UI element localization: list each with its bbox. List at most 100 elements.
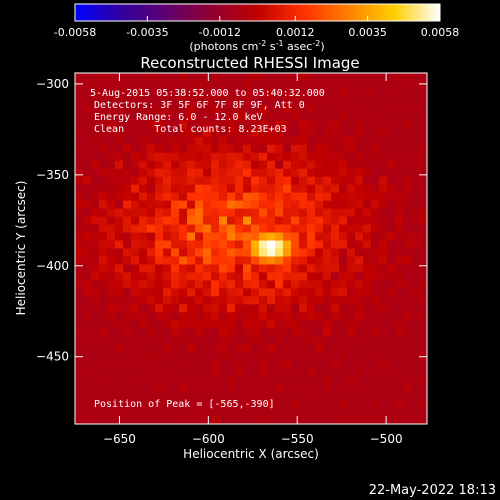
heatmap-cell — [91, 216, 100, 226]
heatmap-cell — [115, 192, 124, 202]
heatmap-cell — [203, 120, 212, 130]
heatmap-cell — [115, 144, 124, 154]
heatmap-cell — [283, 136, 292, 146]
heatmap-cell — [83, 144, 92, 154]
x-tick-label: −500 — [370, 432, 403, 446]
heatmap-cell — [219, 128, 228, 138]
heatmap-cell — [203, 80, 212, 90]
heatmap-cell — [75, 264, 84, 274]
heatmap-cell — [147, 88, 156, 98]
heatmap-cell — [395, 120, 404, 130]
heatmap-cell — [107, 216, 116, 226]
heatmap-cell — [131, 416, 140, 424]
heatmap-cell — [171, 328, 180, 337]
heatmap-cell — [299, 160, 308, 170]
heatmap-cell — [307, 120, 316, 130]
heatmap-cell — [339, 248, 348, 258]
heatmap-cell — [155, 144, 164, 154]
heatmap-cell — [139, 192, 148, 202]
heatmap-cell — [283, 208, 292, 218]
heatmap-cell — [139, 264, 148, 274]
heatmap-cell — [299, 368, 308, 377]
heatmap-cell — [371, 376, 380, 385]
heatmap-cell — [91, 192, 100, 202]
heatmap-cell — [99, 144, 108, 154]
heatmap-cell — [419, 120, 427, 130]
annotation-peak-position: Position of Peak = [-565,-390] — [94, 399, 275, 410]
heatmap-cell — [91, 384, 100, 393]
heatmap-cell — [171, 376, 180, 385]
heatmap-cell — [99, 120, 108, 130]
heatmap-cell — [251, 184, 260, 194]
heatmap-cell — [203, 384, 212, 393]
heatmap-cell — [155, 368, 164, 377]
heatmap-cell — [107, 104, 116, 114]
heatmap-cell — [347, 184, 356, 194]
heatmap-cell — [147, 200, 156, 210]
heatmap-cell — [355, 176, 364, 186]
heatmap-cell — [155, 360, 164, 369]
heatmap-cell — [107, 280, 116, 289]
heatmap-cell — [331, 73, 340, 82]
heatmap-cell — [179, 384, 188, 393]
heatmap-cell — [187, 368, 196, 377]
heatmap-cell — [395, 88, 404, 98]
heatmap-cell — [275, 144, 284, 154]
heatmap-cell — [195, 96, 204, 106]
heatmap-cell — [291, 152, 300, 162]
heatmap-cell — [83, 240, 92, 250]
heatmap-cell — [83, 288, 92, 297]
heatmap-cell — [75, 128, 84, 138]
heatmap-cell — [403, 192, 412, 202]
heatmap-cell — [243, 176, 252, 186]
heatmap-cell — [235, 280, 244, 289]
heatmap-cell — [307, 368, 316, 377]
heatmap-cell — [83, 224, 92, 234]
heatmap-cell — [291, 216, 300, 226]
heatmap-cell — [283, 368, 292, 377]
heatmap-cell — [155, 320, 164, 329]
heatmap-cell — [283, 73, 292, 82]
heatmap-cell — [323, 216, 332, 226]
heatmap-cell — [291, 176, 300, 186]
heatmap-cell — [91, 360, 100, 369]
heatmap-cell — [259, 392, 268, 401]
heatmap-cell — [363, 96, 372, 106]
heatmap-cell — [203, 400, 212, 409]
heatmap-cell — [291, 240, 300, 250]
heatmap-cell — [411, 304, 420, 313]
heatmap-cell — [419, 264, 427, 274]
heatmap-cell — [227, 184, 236, 194]
heatmap-cell — [235, 73, 244, 82]
heatmap-cell — [339, 152, 348, 162]
heatmap-cell — [171, 104, 180, 114]
heatmap-cell — [299, 73, 308, 82]
heatmap-cell — [299, 392, 308, 401]
heatmap-cell — [387, 216, 396, 226]
heatmap-cell — [91, 224, 100, 234]
heatmap-cell — [171, 88, 180, 98]
heatmap-cell — [283, 112, 292, 122]
heatmap-cell — [211, 136, 220, 146]
heatmap-cell — [75, 96, 84, 106]
heatmap-cell — [403, 176, 412, 186]
heatmap-cell — [371, 184, 380, 194]
heatmap-cell — [411, 208, 420, 218]
heatmap-cell — [315, 328, 324, 337]
heatmap-cell — [323, 344, 332, 353]
heatmap-cell — [347, 320, 356, 329]
heatmap-cell — [275, 288, 284, 297]
heatmap-cell — [115, 248, 124, 258]
heatmap-cell — [395, 264, 404, 274]
heatmap-cell — [171, 136, 180, 146]
x-tick-label: −550 — [281, 432, 314, 446]
heatmap-cell — [235, 312, 244, 321]
heatmap-cell — [115, 368, 124, 377]
heatmap-cell — [379, 336, 388, 345]
heatmap-cell — [243, 96, 252, 106]
heatmap-cell — [395, 408, 404, 417]
heatmap-cell — [419, 288, 427, 297]
heatmap-cell — [291, 192, 300, 202]
heatmap-cell — [403, 336, 412, 345]
heatmap-cell — [267, 312, 276, 321]
